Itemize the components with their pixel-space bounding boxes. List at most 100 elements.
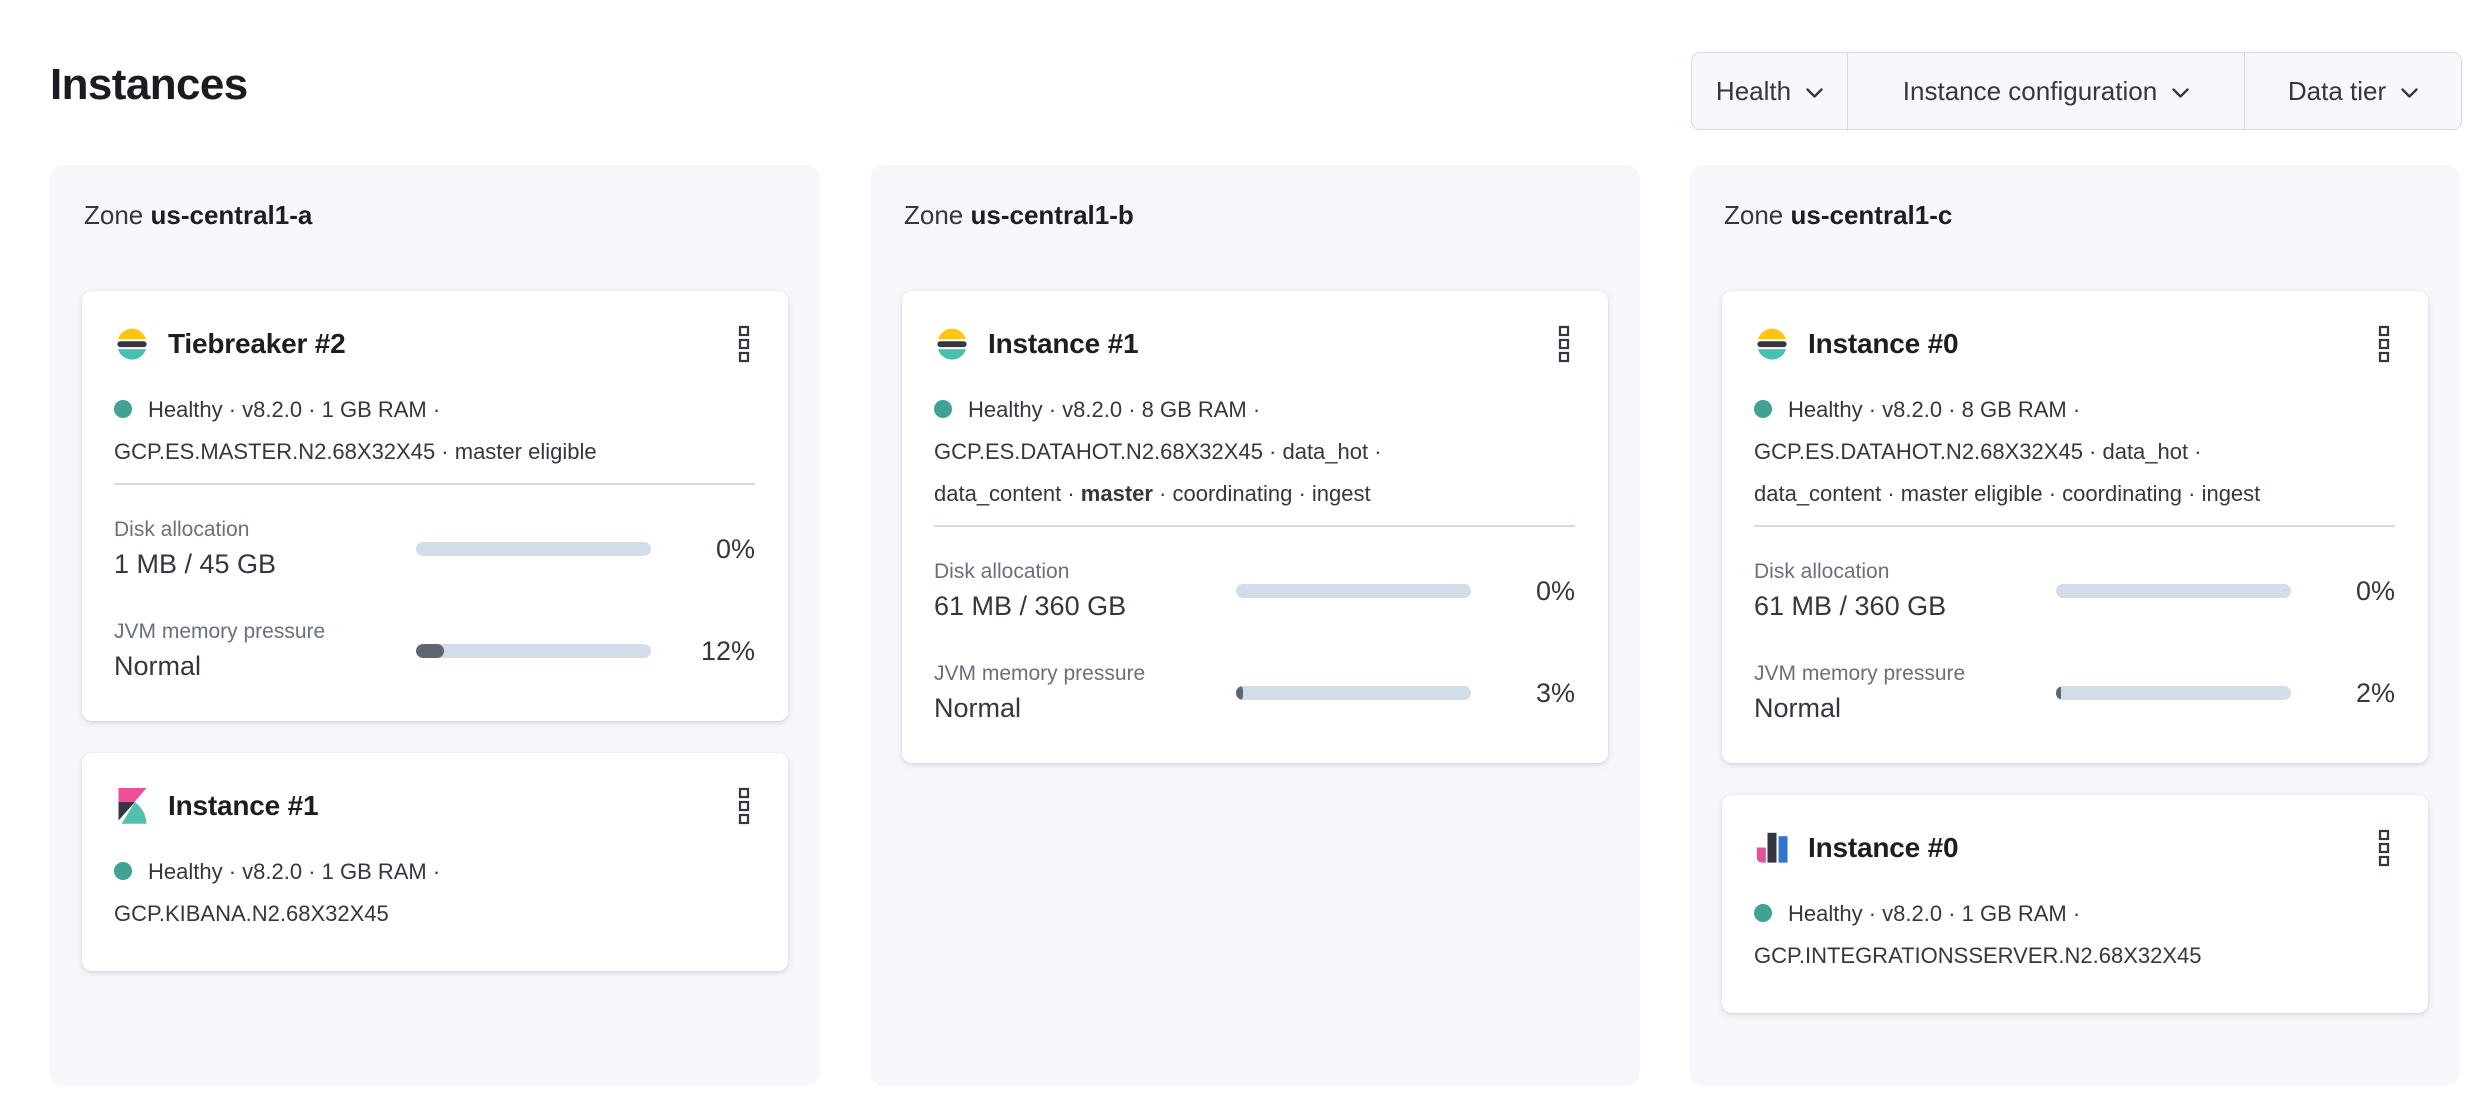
instance-menu-button[interactable] xyxy=(1553,323,1575,365)
instance-status-text: Healthy · v8.2.0 · 8 GB RAM · GCP.ES.DATA… xyxy=(934,397,1382,506)
metric-percent: 0% xyxy=(2355,575,2395,606)
instance-status-text: Healthy · v8.2.0 · 1 GB RAM · GCP.INTEGRA… xyxy=(1754,901,2202,968)
boxes-vertical-icon xyxy=(738,325,750,363)
status-segment: GCP.KIBANA.N2.68X32X45 xyxy=(114,901,389,926)
card-header: Instance #1 xyxy=(934,323,1575,365)
elasticsearch-logo-icon xyxy=(114,326,150,362)
metric-row: JVM memory pressure Normal 3% xyxy=(934,659,1575,727)
instance-status: Healthy · v8.2.0 · 1 GB RAM · GCP.INTEGRA… xyxy=(1754,893,2395,977)
metric-value: Normal xyxy=(934,693,1022,723)
card-divider xyxy=(114,483,755,485)
instance-status-text: Healthy · v8.2.0 · 1 GB RAM · GCP.ES.MAST… xyxy=(114,397,597,464)
status-segment: · coordinating · ingest xyxy=(1152,481,1371,506)
metric-label: Disk allocation xyxy=(1754,560,1890,583)
metric-row: Disk allocation 1 MB / 45 GB 0% xyxy=(114,515,755,583)
boxes-vertical-icon xyxy=(2378,829,2390,867)
instance-status-text: Healthy · v8.2.0 · 1 GB RAM · GCP.KIBANA.… xyxy=(114,859,440,926)
zone-name: us-central1-a xyxy=(150,200,313,230)
metric-progress-bar xyxy=(416,542,651,556)
metric-value: Normal xyxy=(1754,693,1842,723)
metric-value: 61 MB / 360 GB xyxy=(1754,591,1947,621)
metric-progress-bar xyxy=(416,644,651,658)
boxes-vertical-icon xyxy=(2378,325,2390,363)
zone-cards: Instance #0 Healthy · v8.2.0 · 8 GB RAM … xyxy=(1722,291,2428,1013)
zone-name: us-central1-b xyxy=(970,200,1134,230)
status-segment: Healthy · v8.2.0 · 8 GB RAM · xyxy=(1788,397,2081,422)
instance-title: Tiebreaker #2 xyxy=(168,328,346,359)
metric-bar-fill xyxy=(416,644,445,658)
status-segment: GCP.ES.DATAHOT.N2.68X32X45 · data_hot · xyxy=(1754,439,2202,464)
metric-text: JVM memory pressure Normal xyxy=(1754,659,2056,727)
zone-panel-us-central1-c: Zone us-central1-c Instance #0 Healthy ·… xyxy=(1690,165,2460,1086)
status-segment: data_content · xyxy=(934,481,1081,506)
elasticsearch-logo-icon xyxy=(1754,326,1790,362)
card-header: Instance #0 xyxy=(1754,323,2395,365)
instance-menu-button[interactable] xyxy=(733,323,755,365)
metric-text: Disk allocation 61 MB / 360 GB xyxy=(1754,557,2056,625)
metric-row: Disk allocation 61 MB / 360 GB 0% xyxy=(1754,557,2395,625)
metric-value: 1 MB / 45 GB xyxy=(114,549,277,579)
instance-title: Instance #0 xyxy=(1808,328,1959,359)
filter-button-data-tier[interactable]: Data tier xyxy=(2244,53,2461,129)
health-dot-icon xyxy=(934,400,952,418)
zone-name: us-central1-c xyxy=(1790,200,1953,230)
metric-bar-fill xyxy=(2056,686,2061,700)
zone-label-prefix: Zone xyxy=(1724,200,1791,230)
metric-label: Disk allocation xyxy=(114,518,250,541)
filter-button-instance-configuration[interactable]: Instance configuration xyxy=(1847,53,2244,129)
instance-menu-button[interactable] xyxy=(2373,827,2395,869)
instance-card: Instance #1 Healthy · v8.2.0 · 8 GB RAM … xyxy=(902,291,1608,763)
integrations-logo-icon xyxy=(1754,830,1790,866)
instance-card: Tiebreaker #2 Healthy · v8.2.0 · 1 GB RA… xyxy=(82,291,788,721)
card-header: Instance #1 xyxy=(114,785,755,827)
chevron-down-icon xyxy=(1806,87,1823,98)
filter-label: Health xyxy=(1715,75,1792,106)
status-segment: data_content · master eligible · coordin… xyxy=(1754,481,2261,506)
instance-title: Instance #0 xyxy=(1808,832,1959,863)
status-segment: Healthy · v8.2.0 · 1 GB RAM · xyxy=(148,859,441,884)
filter-label: Instance configuration xyxy=(1902,75,2158,106)
metric-text: JVM memory pressure Normal xyxy=(114,617,416,685)
card-divider xyxy=(934,525,1575,527)
zone-label: Zone us-central1-a xyxy=(84,199,788,231)
chevron-down-icon xyxy=(2401,87,2418,98)
kibana-logo-icon xyxy=(114,788,150,824)
instance-status: Healthy · v8.2.0 · 1 GB RAM · GCP.ES.MAST… xyxy=(114,389,755,473)
page-title: Instances xyxy=(50,60,248,109)
metric-label: JVM memory pressure xyxy=(1754,662,1966,685)
health-dot-icon xyxy=(114,400,132,418)
instance-status: Healthy · v8.2.0 · 8 GB RAM · GCP.ES.DATA… xyxy=(1754,389,2395,515)
health-dot-icon xyxy=(1754,400,1772,418)
zone-label-prefix: Zone xyxy=(84,200,151,230)
metric-label: JVM memory pressure xyxy=(934,662,1146,685)
metric-percent: 0% xyxy=(715,533,755,564)
filter-button-health[interactable]: Health xyxy=(1692,53,1847,129)
card-divider xyxy=(1754,525,2395,527)
filter-label: Data tier xyxy=(2287,75,2387,106)
metric-value: Normal xyxy=(114,651,202,681)
status-segment: GCP.ES.DATAHOT.N2.68X32X45 · data_hot · xyxy=(934,439,1382,464)
metrics: Disk allocation 61 MB / 360 GB 0% JVM me… xyxy=(1754,557,2395,727)
zone-cards: Tiebreaker #2 Healthy · v8.2.0 · 1 GB RA… xyxy=(82,291,788,971)
zone-cards: Instance #1 Healthy · v8.2.0 · 8 GB RAM … xyxy=(902,291,1608,763)
card-header: Instance #0 xyxy=(1754,827,2395,869)
metric-progress-bar xyxy=(1236,686,1471,700)
metric-progress-bar xyxy=(2056,686,2291,700)
instance-status-text: Healthy · v8.2.0 · 8 GB RAM · GCP.ES.DATA… xyxy=(1754,397,2260,506)
metric-text: Disk allocation 61 MB / 360 GB xyxy=(934,557,1236,625)
status-segment: Healthy · v8.2.0 · 1 GB RAM · xyxy=(148,397,441,422)
zones-container: Zone us-central1-a Tiebreaker #2 Healthy… xyxy=(0,165,2490,1086)
metric-label: Disk allocation xyxy=(934,560,1070,583)
card-header: Tiebreaker #2 xyxy=(114,323,755,365)
instance-menu-button[interactable] xyxy=(2373,323,2395,365)
instance-title: Instance #1 xyxy=(168,790,319,821)
instance-menu-button[interactable] xyxy=(733,785,755,827)
status-segment: Healthy · v8.2.0 · 1 GB RAM · xyxy=(1788,901,2081,926)
elasticsearch-logo-icon xyxy=(934,326,970,362)
instance-title: Instance #1 xyxy=(988,328,1139,359)
filter-group: Health Instance configuration Data tier xyxy=(1691,52,2462,130)
boxes-vertical-icon xyxy=(1558,325,1570,363)
instance-status: Healthy · v8.2.0 · 1 GB RAM · GCP.KIBANA.… xyxy=(114,851,755,935)
instance-card: Instance #1 Healthy · v8.2.0 · 1 GB RAM … xyxy=(82,753,788,971)
metric-row: Disk allocation 61 MB / 360 GB 0% xyxy=(934,557,1575,625)
